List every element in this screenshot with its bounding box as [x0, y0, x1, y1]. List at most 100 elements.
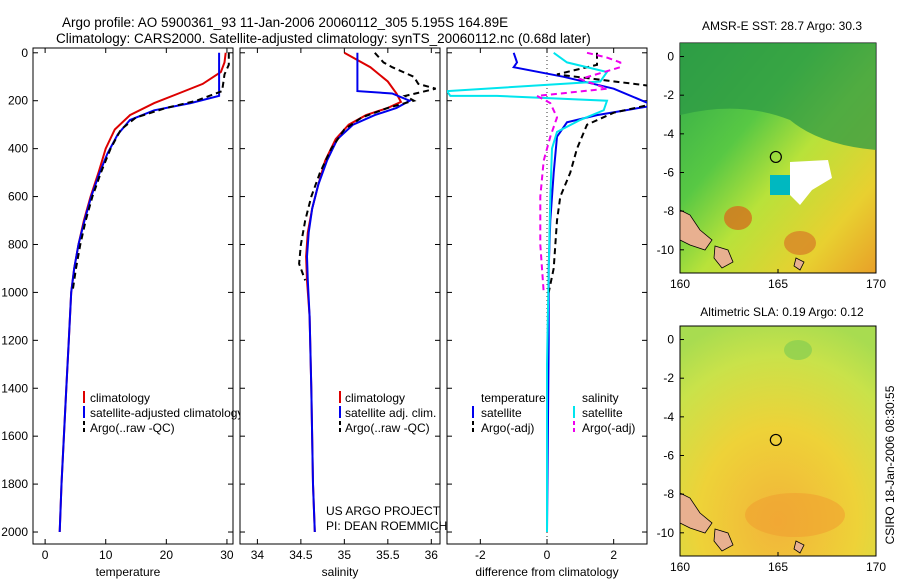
sst-cool-region	[680, 43, 876, 150]
sst-land	[679, 209, 713, 251]
header-line-1: Argo profile: AO 5900361_93 11-Jan-2006 …	[62, 15, 508, 30]
salinity-panel: 34 34.5 35 35.5 36 salinity climatology sate…	[239, 47, 447, 579]
map-y-tick-label: -2	[663, 88, 674, 102]
salinity-ticks: 34 34.5 35 35.5 36	[240, 48, 440, 562]
map-y-tick-label: -4	[663, 410, 674, 424]
sst-map-title: AMSR-E SST: 28.7 Argo: 30.3	[702, 19, 862, 33]
temperature-legend: climatology satellite-adjusted climatolo…	[83, 391, 243, 435]
y-tick-label: 600	[8, 190, 28, 204]
sla-land	[713, 528, 734, 552]
x-tick-label: 0	[42, 548, 49, 562]
difference-series	[447, 51, 647, 533]
legend-sat-label: satellite adj. clim.	[345, 406, 436, 420]
map-x-tick-label: 165	[768, 277, 788, 291]
sst-map-panel: AMSR-E SST: 28.7 Argo: 30.3 160 165 170 0 -2…	[657, 19, 887, 291]
x-tick-label: -2	[475, 548, 486, 562]
legend-argo-label: Argo(..raw -QC)	[345, 421, 430, 435]
y-tick-label: 0	[21, 46, 28, 60]
sst-warm-patch	[724, 206, 752, 230]
y-tick-label: 2000	[1, 525, 28, 539]
legend-argo-label: Argo(..raw -QC)	[90, 421, 175, 435]
y-tick-label: 1600	[1, 429, 28, 443]
salinity-xlabel: salinity	[322, 565, 359, 579]
sla-land	[793, 540, 805, 554]
sst-cyan-patch	[770, 175, 792, 195]
difference-legend: temperature salinity satellite Argo(-adj…	[472, 391, 635, 435]
sst-map-ticks: 160 165 170 0 -2 -4 -6 -8 -10	[657, 50, 887, 291]
pi-annotation: PI: DEAN ROEMMICH	[326, 519, 447, 533]
series-line-argo-raw-qc-	[71, 52, 230, 293]
map-y-tick-label: -6	[663, 165, 674, 179]
x-tick-label: 0	[544, 548, 551, 562]
legend-sal-sat-label: satellite	[582, 406, 623, 420]
x-tick-label: 35	[338, 548, 352, 562]
legend-salinity-title: salinity	[582, 391, 619, 405]
legend-clim-label: climatology	[90, 391, 150, 405]
map-y-tick-label: -10	[657, 243, 675, 257]
map-y-tick-label: -10	[657, 526, 675, 540]
y-tick-label: 1000	[1, 285, 28, 299]
x-tick-label: 2	[610, 548, 617, 562]
temperature-ticks: 0 10 20 30 0 200 400 600 800 1000 1200 1400 1600 1800…	[1, 46, 234, 562]
sla-argo-position-marker	[769, 433, 782, 447]
y-tick-label: 200	[8, 94, 28, 108]
map-y-tick-label: -8	[663, 487, 674, 501]
salinity-series	[298, 51, 436, 533]
sst-land	[793, 257, 805, 271]
difference-panel: -2 0 2 difference from climatology tempera…	[446, 47, 648, 579]
x-tick-label: 34	[251, 548, 265, 562]
y-tick-label: 400	[8, 142, 28, 156]
series-line-temperature-argo-adj-	[547, 52, 647, 293]
map-x-tick-label: 170	[866, 277, 886, 291]
sst-land	[713, 245, 734, 269]
difference-ticks: -2 0 2	[447, 48, 647, 562]
x-tick-label: 34.5	[289, 548, 313, 562]
series-line-satellite-adj-clim-	[305, 52, 412, 533]
legend-temp-sat-label: satellite	[481, 406, 522, 420]
map-x-tick-label: 165	[768, 560, 788, 574]
map-y-tick-label: -8	[663, 204, 674, 218]
y-tick-label: 800	[8, 237, 28, 251]
temperature-panel: 0 10 20 30 0 200 400 600 800 1000 1200 1400 1600 1800…	[1, 46, 243, 579]
project-annotation: US ARGO PROJECT	[326, 504, 441, 518]
sla-high-patch	[745, 493, 845, 537]
x-tick-label: 36	[425, 548, 439, 562]
temperature-series	[58, 52, 230, 533]
map-y-tick-label: -4	[663, 127, 674, 141]
x-tick-label: 10	[99, 548, 113, 562]
map-x-tick-label: 160	[670, 560, 690, 574]
x-tick-label: 20	[160, 548, 174, 562]
map-y-tick-label: -6	[663, 448, 674, 462]
salinity-axes-box	[239, 47, 441, 545]
sst-argo-position-marker	[769, 150, 782, 164]
temperature-xlabel: temperature	[96, 565, 161, 579]
sst-warm-patch	[784, 231, 816, 255]
sst-map-features	[679, 43, 876, 271]
side-timestamp: CSIRO 18-Jan-2006 08:30:55	[883, 385, 897, 544]
series-line-argo-raw-qc-	[298, 52, 436, 281]
temperature-axes-box	[32, 47, 234, 545]
sla-map-title: Altimetric SLA: 0.19 Argo: 0.12	[700, 305, 864, 319]
map-y-tick-label: 0	[667, 50, 674, 64]
sst-missing-data	[790, 160, 832, 205]
series-line-salinity-satellite	[447, 51, 609, 532]
map-y-tick-label: -2	[663, 371, 674, 385]
sla-map-features	[679, 340, 845, 554]
sla-land	[679, 492, 713, 534]
salinity-legend: climatology satellite adj. clim. Argo(..…	[339, 391, 436, 435]
legend-temp-argo-label: Argo(-adj)	[481, 421, 534, 435]
difference-xlabel: difference from climatology	[475, 565, 618, 579]
x-tick-label: 35.5	[376, 548, 400, 562]
legend-clim-label: climatology	[345, 391, 405, 405]
sla-map-ticks: 160 165 170 0 -2 -4 -6 -8 -10	[657, 333, 887, 574]
sla-map-panel: Altimetric SLA: 0.19 Argo: 0.12 160 165 17…	[657, 305, 887, 574]
x-tick-label: 30	[220, 548, 234, 562]
series-line-salinity-argo-adj-	[533, 51, 622, 293]
map-x-tick-label: 170	[866, 560, 886, 574]
y-tick-label: 1400	[1, 381, 28, 395]
y-tick-label: 1200	[1, 333, 28, 347]
legend-temperature-title: temperature	[481, 391, 546, 405]
y-tick-label: 1800	[1, 477, 28, 491]
legend-sat-label: satellite-adjusted climatology	[90, 406, 243, 420]
